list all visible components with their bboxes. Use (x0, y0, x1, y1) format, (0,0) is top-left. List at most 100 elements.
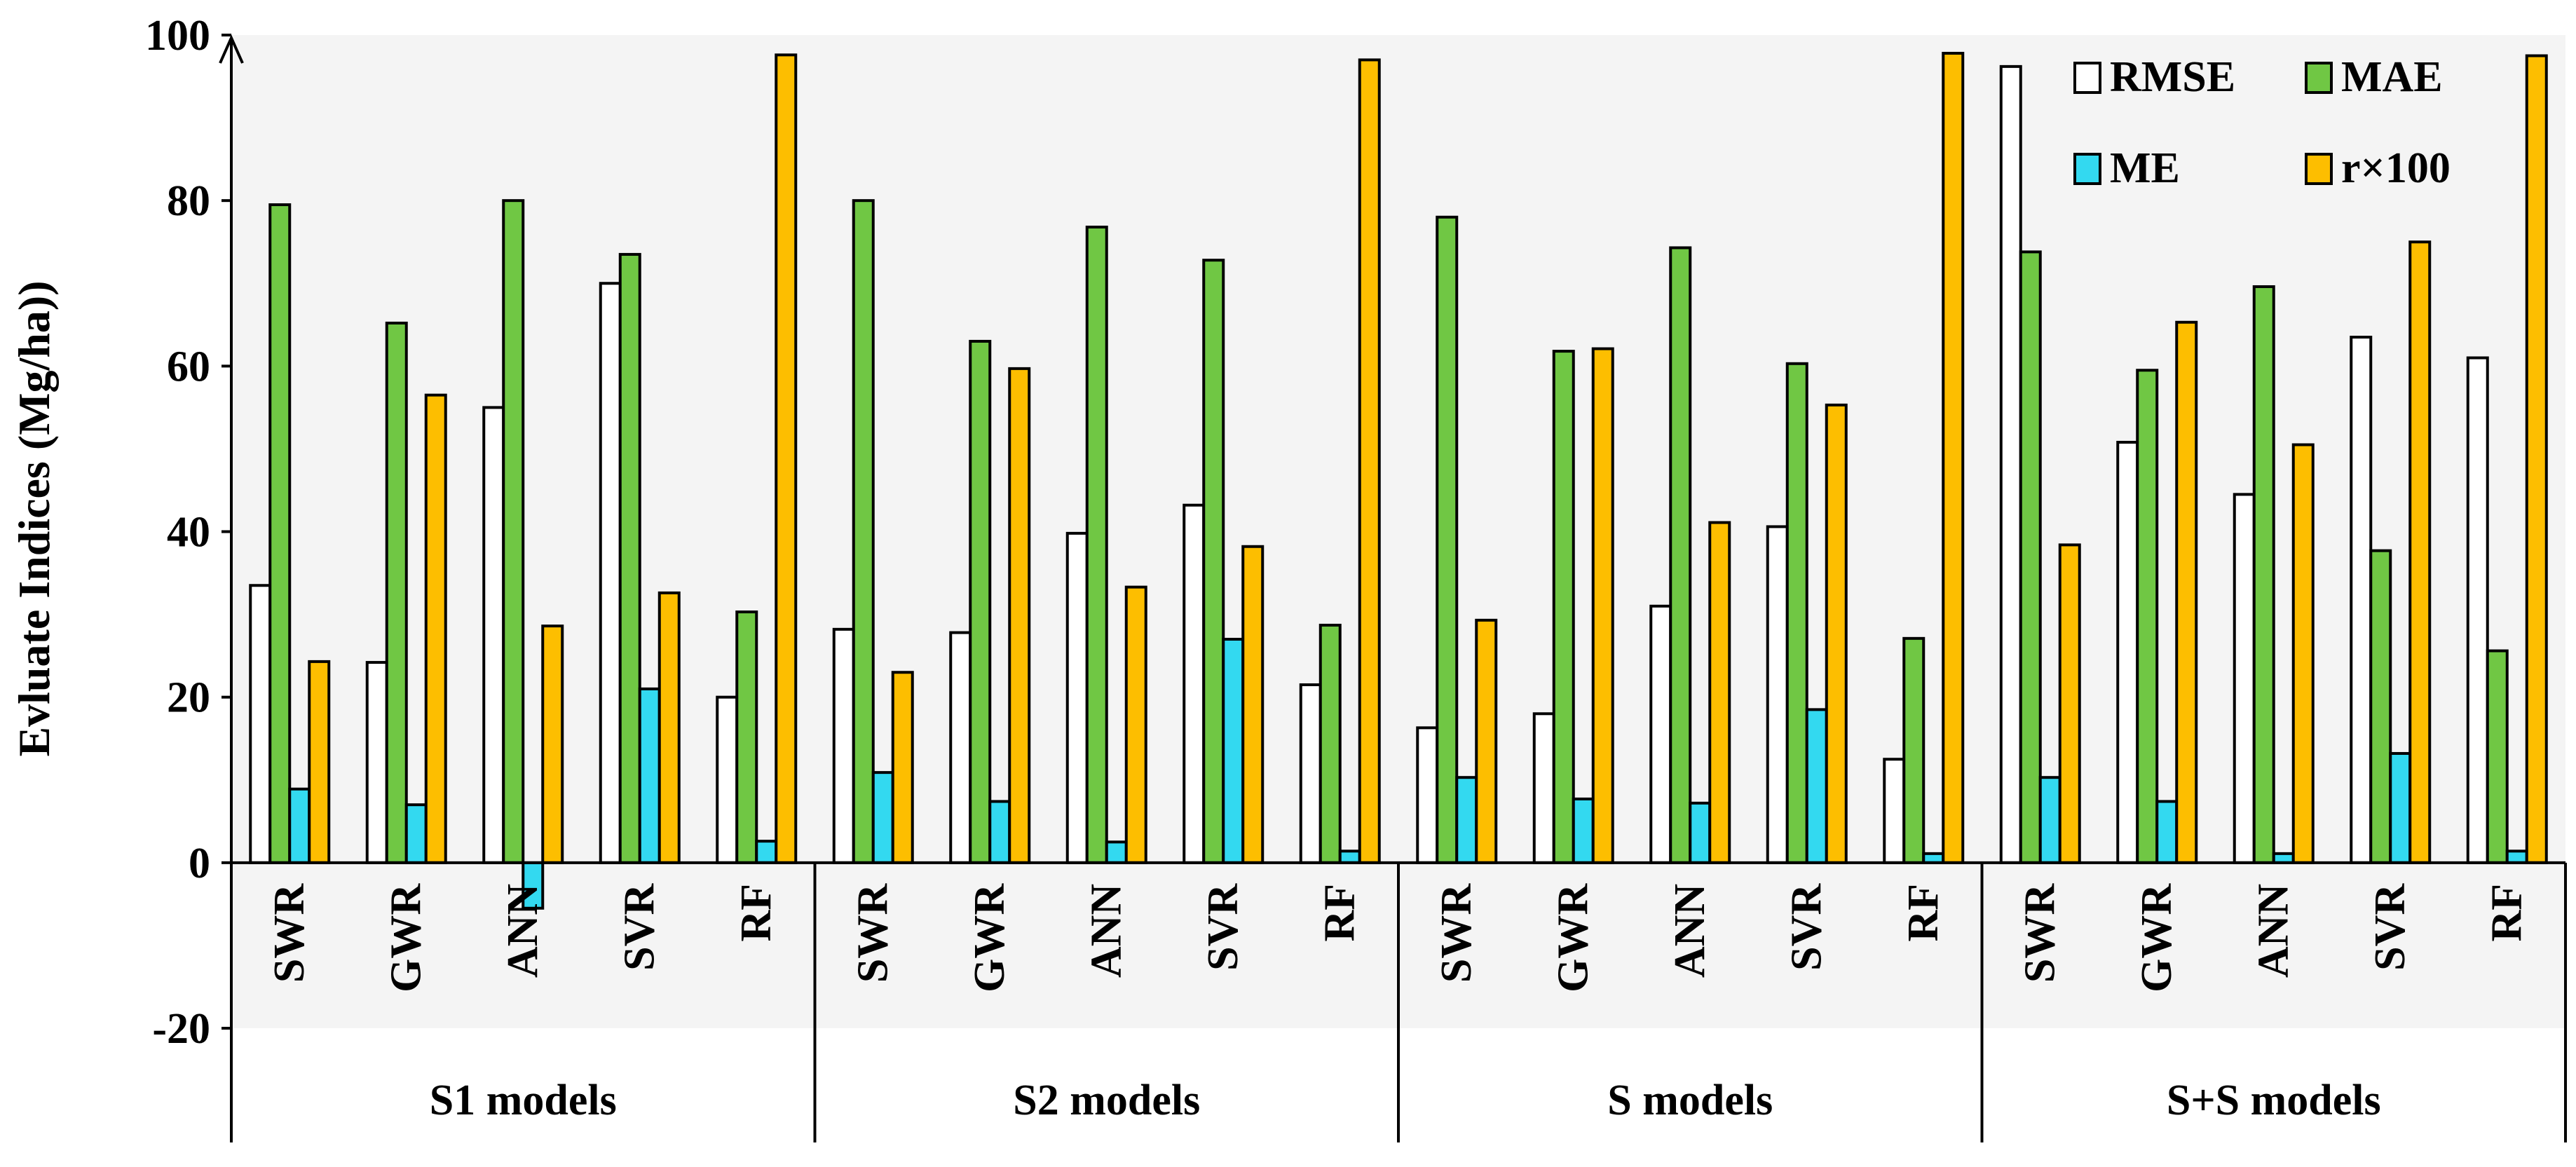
legend-label-3: ME (2110, 144, 2180, 192)
y-tick-label: 20 (167, 674, 210, 722)
bar-r100-3-svr (1825, 403, 1848, 864)
bar-rmse-3-svr (1766, 525, 1789, 864)
bar-mae-4-rf (2486, 649, 2509, 864)
bar-mae-2-rf (1318, 623, 1342, 864)
bar-rmse-2-svr (1183, 503, 1206, 864)
bar-r100-3-rf (1942, 51, 1965, 864)
bar-mae-1-swr (268, 203, 292, 864)
bar-rmse-4-rf (2466, 356, 2489, 864)
bar-me-3-gwr (1572, 797, 1595, 864)
category-label-rf: RF (1900, 884, 1947, 942)
category-label-rf: RF (2483, 884, 2531, 942)
axes-layer (219, 34, 2567, 1142)
bar-r100-1-ann (541, 625, 564, 864)
bar-rmse-3-gwr (1532, 712, 1555, 864)
legend-swatch-1 (2073, 62, 2101, 94)
group-label: S2 models (1013, 1077, 1200, 1124)
bar-r100-2-svr (1241, 545, 1265, 864)
legend-swatch-3 (2073, 153, 2101, 185)
bar-mae-1-svr (618, 252, 641, 864)
group-label: S models (1607, 1077, 1773, 1124)
bar-me-1-gwr (404, 803, 428, 864)
bar-me-2-svr (1222, 638, 1245, 864)
bar-mae-4-ann (2252, 285, 2275, 864)
bar-me-2-swr (871, 771, 894, 864)
y-tick-label: 100 (145, 12, 210, 60)
bar-mae-4-swr (2019, 250, 2042, 864)
bar-rmse-1-ann (482, 406, 505, 864)
bar-r100-3-gwr (1591, 347, 1614, 864)
y-axis-title: Evluate Indices (Mg/ha)) (9, 280, 59, 756)
bar-rmse-1-swr (249, 584, 272, 864)
bar-me-4-svr (2389, 751, 2412, 864)
bar-r100-1-svr (657, 591, 681, 864)
bar-r100-4-rf (2525, 54, 2548, 864)
legend: RMSE MAE ME r×100 (2073, 53, 2451, 192)
category-label-swr: SWR (850, 883, 897, 983)
bar-rmse-1-rf (716, 695, 739, 864)
bar-me-3-ann (1689, 801, 1712, 864)
group-label: S+S models (2167, 1077, 2381, 1124)
bar-r100-4-gwr (2175, 320, 2198, 864)
bar-rmse-2-rf (1299, 683, 1322, 864)
bar-rmse-1-svr (599, 282, 622, 864)
bar-rmse-1-gwr (365, 661, 388, 864)
category-label-rf: RF (732, 884, 780, 942)
category-label-svr: SVR (2366, 883, 2414, 971)
category-label-rf: RF (1316, 884, 1364, 942)
bar-rmse-2-swr (832, 627, 855, 864)
bar-mae-1-gwr (385, 321, 408, 864)
category-label-ann: ANN (499, 884, 547, 978)
bar-me-4-rf (2505, 849, 2528, 864)
bar-mae-2-svr (1202, 259, 1225, 864)
category-label-gwr: GWR (383, 883, 430, 992)
bar-rmse-4-ann (2233, 493, 2256, 864)
y-tick-label: -20 (152, 1005, 210, 1053)
legend-swatch-4 (2305, 153, 2333, 185)
category-label-svr: SVR (1199, 883, 1247, 971)
bar-mae-3-svr (1785, 362, 1808, 864)
bar-rmse-3-ann (1649, 604, 1672, 864)
bar-mae-3-swr (1436, 215, 1459, 864)
bar-me-3-swr (1455, 776, 1478, 864)
bar-mae-2-ann (1085, 225, 1108, 864)
bar-rmse-4-svr (2350, 336, 2373, 864)
legend-label-2: MAE (2341, 53, 2443, 101)
category-label-swr: SWR (266, 883, 313, 983)
bar-rmse-3-rf (1883, 758, 1906, 864)
category-label-gwr: GWR (1550, 883, 1597, 992)
bar-me-3-svr (1805, 708, 1828, 864)
bar-mae-4-svr (2369, 549, 2392, 864)
bar-mae-1-rf (735, 610, 758, 864)
bar-mae-1-ann (502, 199, 525, 864)
bar-me-1-rf (755, 840, 778, 864)
bar-r100-2-rf (1358, 58, 1381, 864)
category-label-gwr: GWR (966, 883, 1014, 992)
category-label-gwr: GWR (2133, 883, 2181, 992)
category-label-swr: SWR (2017, 883, 2064, 983)
bar-rmse-4-swr (1999, 64, 2022, 864)
category-label-svr: SVR (616, 883, 664, 971)
category-label-ann: ANN (1083, 884, 1131, 978)
bar-me-4-swr (2038, 776, 2062, 864)
bar-me-1-swr (288, 787, 311, 864)
bar-r100-2-swr (891, 671, 914, 864)
y-tick-label: 60 (167, 343, 210, 390)
bar-r100-3-ann (1708, 521, 1731, 864)
category-label-swr: SWR (1433, 883, 1480, 983)
bar-r100-1-rf (775, 53, 798, 864)
bar-me-2-ann (1105, 840, 1128, 864)
bar-me-2-rf (1338, 849, 1361, 864)
bar-me-4-gwr (2155, 800, 2179, 864)
legend-swatch-2 (2305, 62, 2333, 94)
legend-label-4: r×100 (2341, 144, 2451, 192)
bar-r100-2-ann (1124, 585, 1147, 864)
labels-layer: -20 0 20 40 60 80 100 SWR GWR ANN SVR RF S1 models SW… (9, 12, 2531, 1124)
bar-mae-2-gwr (969, 339, 992, 864)
y-tick-label: 40 (167, 509, 210, 557)
bar-r100-4-ann (2291, 443, 2315, 864)
bar-rmse-2-ann (1065, 531, 1089, 864)
bar-me-1-ann (522, 861, 545, 910)
